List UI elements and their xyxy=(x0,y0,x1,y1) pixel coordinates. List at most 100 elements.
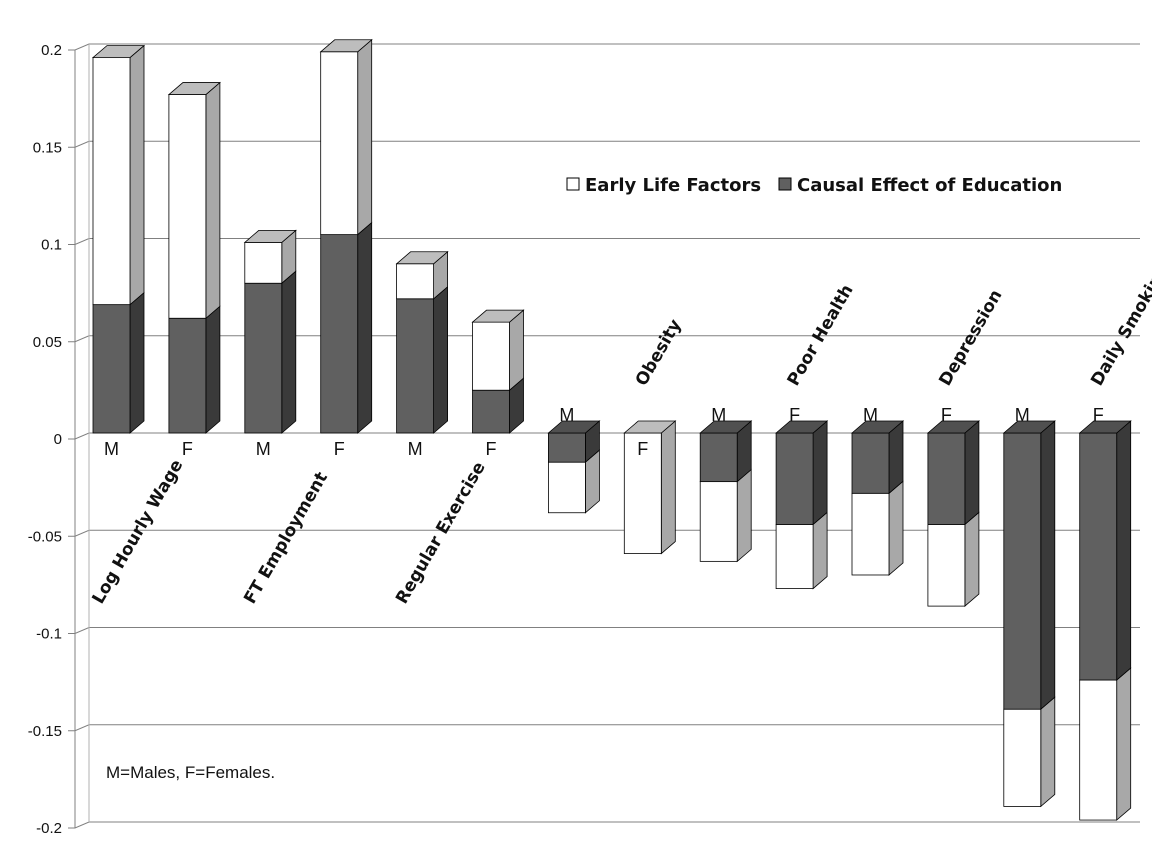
y-tick-label: -0.05 xyxy=(28,528,62,545)
gridline xyxy=(68,529,1140,537)
y-tick-label: 0.15 xyxy=(33,139,62,156)
y-tick-label: -0.1 xyxy=(36,626,62,643)
bar-log-hourly-wage-f xyxy=(167,81,221,434)
education-segment xyxy=(168,317,207,434)
education-segment-top xyxy=(1002,420,1056,434)
education-segment-side xyxy=(1040,420,1056,711)
group-label-daily-smoking: Daily Smoking xyxy=(1087,261,1152,390)
annotation-note: M=Males, F=Females. xyxy=(106,763,275,782)
education-segment-top xyxy=(547,420,601,434)
early-life-segment xyxy=(320,51,359,236)
bar-obesity-f xyxy=(623,420,677,555)
group-label-depression: Depression xyxy=(935,286,1006,389)
group-label-regular-exercise: Regular Exercise xyxy=(392,458,490,607)
early-life-segment xyxy=(168,94,207,319)
gridline xyxy=(68,238,1140,245)
sex-label: F xyxy=(941,405,952,425)
early-life-segment xyxy=(927,524,966,607)
y-tick-label: -0.15 xyxy=(28,723,62,740)
sex-label: M xyxy=(711,405,726,425)
education-segment xyxy=(699,432,738,483)
legend-swatch-early-life xyxy=(566,177,580,191)
gridline xyxy=(68,432,1140,440)
early-life-segment xyxy=(548,461,586,514)
education-segment xyxy=(320,234,359,434)
bar-regular-exercise-m xyxy=(395,250,449,434)
gridline xyxy=(68,43,1140,51)
early-life-segment xyxy=(92,57,131,306)
early-life-segment-top xyxy=(471,309,525,323)
education-segment-top xyxy=(775,420,829,434)
group-label-ft-employment: FT Employment xyxy=(240,469,332,608)
education-segment-side xyxy=(888,420,904,495)
axes xyxy=(74,44,90,828)
sex-labels: M F M F M F M F M F M F M F xyxy=(104,405,1104,459)
early-life-segment-top xyxy=(623,420,677,434)
education-segment xyxy=(472,389,510,434)
sex-label: M xyxy=(559,405,574,425)
education-segment xyxy=(548,432,586,463)
bar-depression-m xyxy=(850,420,905,576)
education-segment-side xyxy=(812,420,828,526)
bar-regular-exercise-f xyxy=(471,309,525,434)
education-segment xyxy=(927,432,966,525)
early-life-segment xyxy=(1079,679,1118,821)
sex-label: F xyxy=(182,439,193,459)
sex-label: M xyxy=(256,439,271,459)
sex-label: M xyxy=(863,405,878,425)
bar-obesity-m xyxy=(547,420,601,514)
education-segment xyxy=(1079,432,1118,681)
early-life-segment-side xyxy=(357,38,373,236)
y-tick-label: 0 xyxy=(54,431,62,448)
early-life-segment xyxy=(396,263,435,300)
group-label-obesity: Obesity xyxy=(632,316,686,389)
sex-label: F xyxy=(486,439,497,459)
gridline xyxy=(68,335,1140,343)
education-segment-top xyxy=(699,420,753,434)
education-segment-side xyxy=(964,420,980,526)
early-life-segment-side xyxy=(660,420,676,555)
early-life-segment-side xyxy=(1040,696,1056,808)
early-life-segment-side xyxy=(1116,667,1132,821)
bar-depression-f xyxy=(926,420,980,607)
education-segment-side xyxy=(1116,420,1132,681)
legend-swatch-education xyxy=(778,177,792,191)
education-segment-side xyxy=(433,285,449,434)
early-life-segment xyxy=(775,524,814,589)
early-life-segment-top xyxy=(319,39,373,53)
early-life-segment-side xyxy=(812,511,828,590)
education-segment-side xyxy=(281,270,297,434)
education-segment-top xyxy=(850,420,905,434)
early-life-segment-side xyxy=(129,44,145,306)
sex-label: M xyxy=(408,439,423,459)
bar-daily-smoking-f xyxy=(1078,420,1132,821)
education-segment xyxy=(396,298,435,434)
y-tick-labels: 0.2 0.15 0.1 0.05 0 -0.05 -0.1 -0.15 -0.2 xyxy=(28,42,62,837)
education-segment xyxy=(244,282,283,434)
early-life-segment xyxy=(851,492,890,576)
early-life-segment-top xyxy=(395,251,449,265)
education-segment xyxy=(851,432,890,494)
sex-label: F xyxy=(334,439,345,459)
early-life-segment xyxy=(244,241,283,284)
sex-label: M xyxy=(1015,405,1030,425)
education-segment-side xyxy=(129,291,145,434)
sex-label: F xyxy=(637,439,648,459)
early-life-segment-side xyxy=(736,468,752,563)
sex-label: M xyxy=(104,439,119,459)
group-label-log-hourly-wage: Log Hourly Wage xyxy=(89,456,188,607)
bar-daily-smoking-m xyxy=(1002,420,1056,808)
legend-label-education: Causal Effect of Education xyxy=(797,175,1062,196)
y-tick-label: -0.2 xyxy=(36,820,62,837)
y-tick-label: 0.1 xyxy=(41,237,62,254)
education-segment-top xyxy=(926,420,980,434)
bar-poor-health-m xyxy=(699,420,753,563)
gridline xyxy=(68,627,1140,634)
bar-poor-health-f xyxy=(775,420,829,590)
gridline xyxy=(68,140,1140,148)
early-life-segment-side xyxy=(888,480,904,576)
education-segment xyxy=(775,432,814,525)
sex-label: F xyxy=(789,405,800,425)
